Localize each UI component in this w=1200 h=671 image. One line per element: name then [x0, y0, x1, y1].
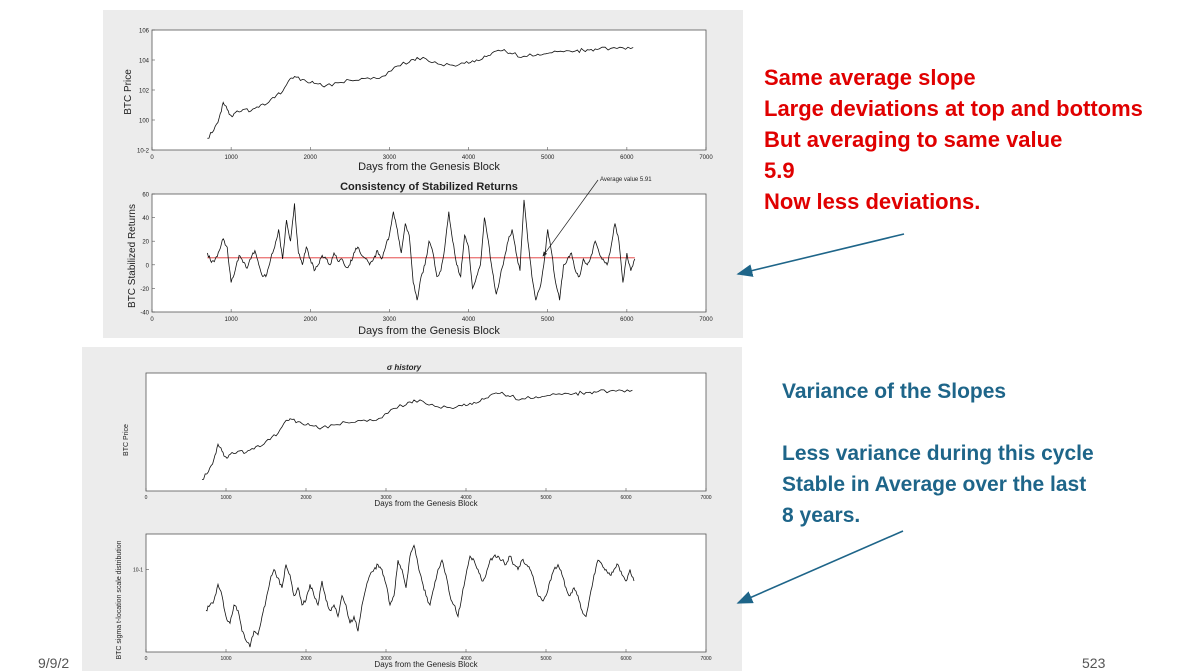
- x-tick-label: 7000: [700, 495, 711, 501]
- xlabel-stabilized: Days from the Genesis Block: [358, 325, 500, 337]
- x-tick-label: 6000: [620, 656, 631, 662]
- y-tick-label: 10-2: [137, 149, 150, 155]
- ylabel-sigma: BTC sigma t-location scale distribution: [116, 540, 123, 659]
- x-tick-label: 1000: [224, 155, 238, 161]
- annotation-line: Now less deviations.: [764, 189, 981, 214]
- x-tick-label: 1000: [220, 495, 231, 501]
- annotation-line: Same average slope: [764, 65, 976, 90]
- plot-area: [151, 29, 707, 151]
- bottom-annotation-block: Variance of the Slopes Less variance dur…: [782, 376, 1192, 531]
- annotation-line: Large deviations at top and bottoms: [764, 96, 1143, 121]
- y-tick-label: 100: [139, 119, 150, 125]
- average-annotation: Average value 5.91: [600, 177, 652, 183]
- x-tick-label: 5000: [540, 656, 551, 662]
- chart-title-sigma: σ history: [387, 363, 422, 372]
- y-tick-label: 20: [142, 240, 149, 246]
- y-tick-label: 106: [139, 29, 150, 35]
- slide-number: 523: [1082, 655, 1106, 671]
- plot-area: [145, 372, 707, 492]
- x-tick-label: 2000: [304, 317, 318, 323]
- series-line: [207, 199, 636, 301]
- x-tick-label: 3000: [383, 317, 397, 323]
- x-tick-label: 0: [150, 317, 154, 323]
- y-tick-label: 102: [139, 89, 150, 95]
- x-tick-label: 2000: [304, 155, 318, 161]
- x-tick-label: 7000: [699, 155, 713, 161]
- x-tick-label: 0: [145, 656, 148, 662]
- ylabel-price-bottom: BTC Price: [123, 424, 130, 456]
- slide-date: 9/9/2: [38, 655, 70, 671]
- top-annotation-block: Same average slope Large deviations at t…: [764, 62, 1196, 217]
- x-tick-label: 4000: [460, 495, 471, 501]
- y-tick-label: 40: [142, 216, 149, 222]
- annotation-line: [782, 407, 1192, 438]
- x-tick-label: 1000: [220, 656, 231, 662]
- chart-price_top: 0 1000 2000 3000 4000 5000 6000 7000 10-2 100 102 1…: [137, 29, 713, 162]
- y-tick-label: 0: [146, 263, 150, 269]
- x-tick-label: 1000: [224, 317, 238, 323]
- plot-area: [145, 533, 707, 653]
- x-tick-label: 3000: [383, 155, 397, 161]
- x-tick-label: 6000: [620, 495, 631, 501]
- ylabel-price-top: BTC Price: [123, 69, 134, 115]
- xlabel-price-top: Days from the Genesis Block: [358, 161, 500, 173]
- x-tick-label: 4000: [460, 656, 471, 662]
- x-tick-label: 7000: [700, 656, 711, 662]
- chart-price_bottom: 0 1000 2000 3000 4000 5000 6000 7000: [145, 372, 712, 501]
- annotation-line: Variance of the Slopes: [782, 380, 1007, 403]
- callout-arrow-bottom: [736, 530, 904, 604]
- xlabel-price-bottom: Days from the Genesis Block: [374, 499, 478, 508]
- chart-stabilized_returns: 0 1000 2000 3000 4000 5000 6000 7000 -40 -20 0 20 40…: [140, 179, 713, 323]
- plot-area: [151, 193, 707, 313]
- y-tick-label: 104: [139, 59, 150, 65]
- y-tick-label: 10-1: [133, 568, 143, 574]
- xlabel-sigma: Days from the Genesis Block: [374, 660, 478, 669]
- x-tick-label: 5000: [541, 155, 555, 161]
- annotation-line: But averaging to same value: [764, 127, 1063, 152]
- x-tick-label: 4000: [462, 155, 476, 161]
- y-tick-label: 60: [142, 193, 149, 199]
- x-tick-label: 2000: [300, 656, 311, 662]
- x-tick-label: 3000: [380, 656, 391, 662]
- x-tick-label: 5000: [541, 317, 555, 323]
- chart-title-stabilized: Consistency of Stabilized Returns: [340, 181, 518, 193]
- x-tick-label: 3000: [380, 495, 391, 501]
- series-line: [205, 544, 635, 648]
- callout-arrow-top: [736, 233, 905, 277]
- x-tick-label: 0: [150, 155, 154, 161]
- x-tick-label: 6000: [620, 317, 634, 323]
- x-tick-label: 5000: [540, 495, 551, 501]
- ylabel-stabilized: BTC Stabilized Returns: [127, 204, 138, 308]
- annotation-line: 5.9: [764, 158, 795, 183]
- annotation-line: Less variance during this cycle: [782, 442, 1094, 465]
- annotation-line: 8 years.: [782, 504, 861, 527]
- annotation-line: Stable in Average over the last: [782, 473, 1087, 496]
- y-tick-label: -20: [140, 287, 149, 293]
- x-tick-label: 6000: [620, 155, 634, 161]
- annotation-arrow: [542, 179, 599, 257]
- series-line: [207, 46, 634, 139]
- y-tick-label: -40: [140, 311, 149, 317]
- chart-sigma_history: 0 1000 2000 3000 4000 5000 6000 7000 10-1: [133, 533, 712, 662]
- series-line: [201, 389, 633, 480]
- x-tick-label: 4000: [462, 317, 476, 323]
- x-tick-label: 7000: [699, 317, 713, 323]
- x-tick-label: 0: [145, 495, 148, 501]
- x-tick-label: 2000: [300, 495, 311, 501]
